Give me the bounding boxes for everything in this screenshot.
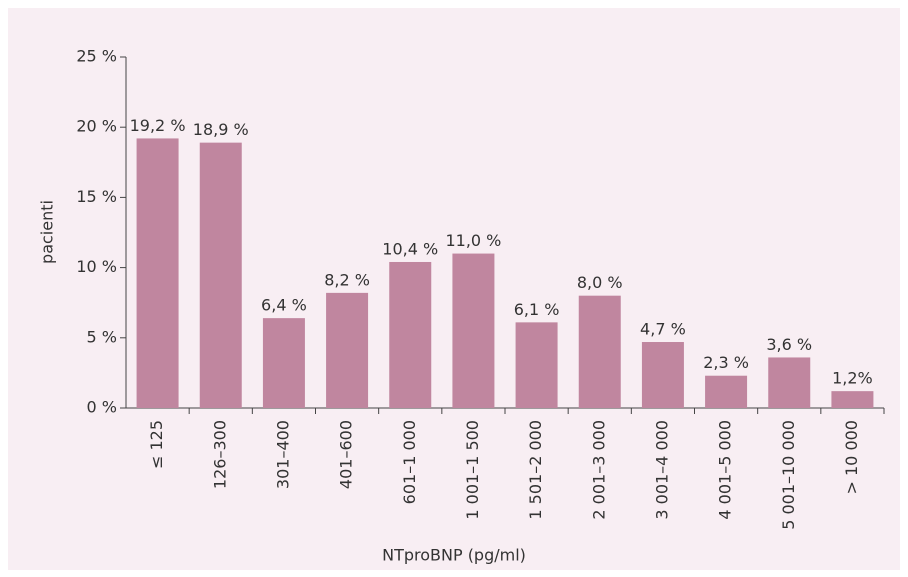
y-tick-label: 0 % [87, 398, 117, 417]
bar [768, 357, 811, 408]
bar [705, 375, 748, 408]
bar [831, 391, 874, 408]
y-tick-label: 25 % [76, 47, 117, 66]
bar [452, 253, 495, 408]
y-tick-label: 15 % [76, 187, 117, 206]
value-label: 1,2% [832, 369, 873, 388]
x-tick-label: 1 001–1 500 [463, 420, 482, 520]
value-label: 10,4 % [382, 239, 438, 258]
value-label: 6,1 % [514, 300, 560, 319]
bar [326, 292, 369, 408]
y-tick-label: 10 % [76, 257, 117, 276]
bar [262, 318, 305, 408]
y-axis-label: pacienti [38, 200, 57, 264]
value-label: 4,7 % [640, 320, 686, 339]
value-label: 8,0 % [577, 273, 623, 292]
bar [389, 261, 432, 408]
value-label: 11,0 % [445, 231, 501, 250]
value-label: 8,2 % [324, 270, 370, 289]
bar [136, 138, 179, 408]
x-tick-label: 401–600 [337, 420, 356, 489]
value-label: 6,4 % [261, 296, 307, 315]
bar [515, 322, 558, 408]
x-tick-label: 2 001–3 000 [589, 420, 608, 520]
bar [578, 295, 621, 408]
x-tick-label: 4 001–5 000 [716, 420, 735, 520]
y-tick-label: 5 % [87, 327, 117, 346]
x-tick-label: > 10 000 [842, 420, 861, 494]
x-tick-label: 5 001–10 000 [779, 420, 798, 530]
y-tick-label: 20 % [76, 117, 117, 136]
x-tick-label: 601–1 000 [400, 420, 419, 504]
x-tick-label: 1 501–2 000 [526, 420, 545, 520]
bar [199, 142, 242, 409]
x-tick-label: 301–400 [273, 420, 292, 489]
value-label: 3,6 % [766, 335, 812, 354]
value-label: 19,2 % [130, 116, 186, 135]
value-label: 2,3 % [703, 353, 749, 372]
x-tick-label: 126–300 [210, 420, 229, 489]
bar [641, 342, 684, 408]
x-tick-label: 3 001–4 000 [652, 420, 671, 520]
x-tick-label: ≤ 125 [147, 420, 166, 469]
x-axis-label: NTproBNP (pg/ml) [382, 546, 526, 565]
value-label: 18,9 % [193, 120, 249, 139]
